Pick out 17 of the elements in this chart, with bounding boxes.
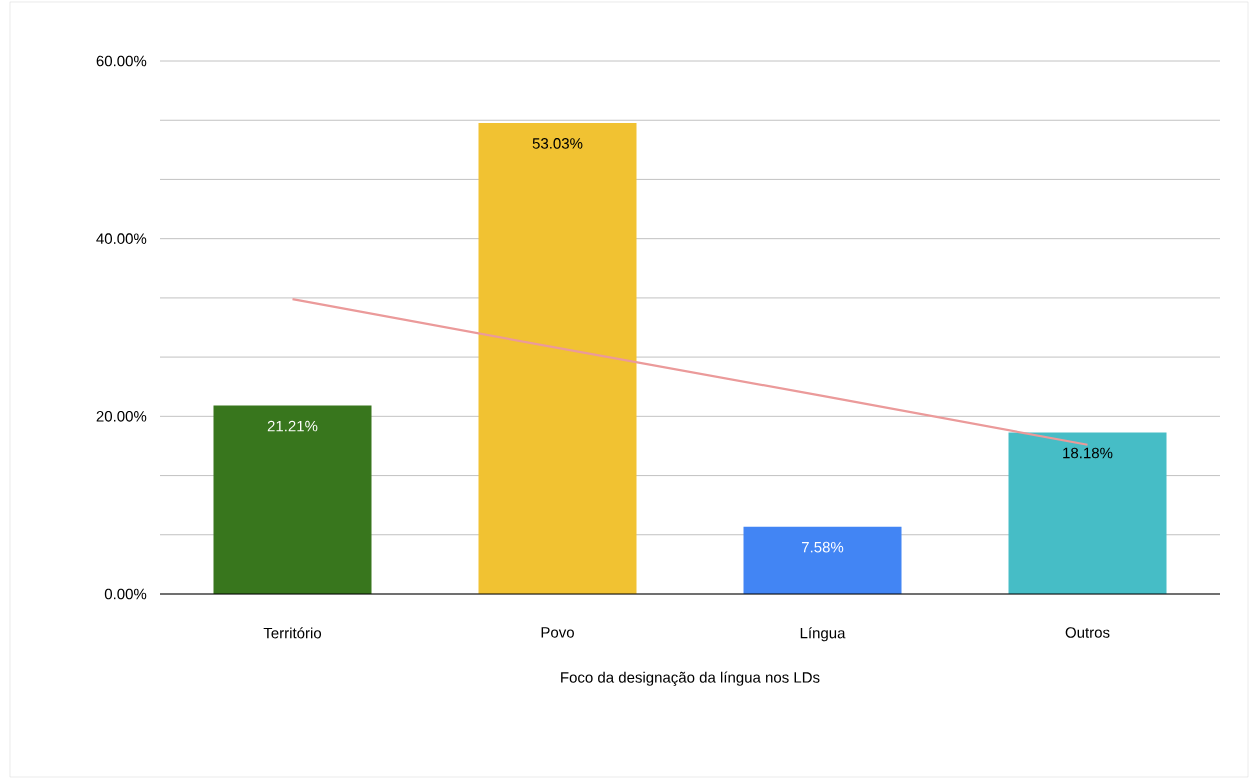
bar <box>478 122 637 594</box>
y-tick-label: 60.00% <box>96 55 147 67</box>
data-label: 21.21% <box>267 420 318 432</box>
x-tick-label: Território <box>263 627 322 639</box>
y-tick-label: 40.00% <box>96 233 147 244</box>
data-label: 7.58% <box>802 541 844 553</box>
y-tick-label: 0.00% <box>104 588 147 600</box>
x-axis-title: Foco da designação da língua nos LDs <box>561 671 820 686</box>
bar <box>213 405 372 594</box>
bar <box>743 526 902 594</box>
x-tick-label: Língua <box>800 627 846 642</box>
bar <box>1008 432 1167 594</box>
data-label: 18.18% <box>1063 447 1113 459</box>
x-tick-label: Povo <box>541 627 574 638</box>
data-label: 53.03% <box>532 138 583 149</box>
y-tick-label: 20.00% <box>96 411 147 422</box>
x-tick-label: Outros <box>1065 627 1110 638</box>
